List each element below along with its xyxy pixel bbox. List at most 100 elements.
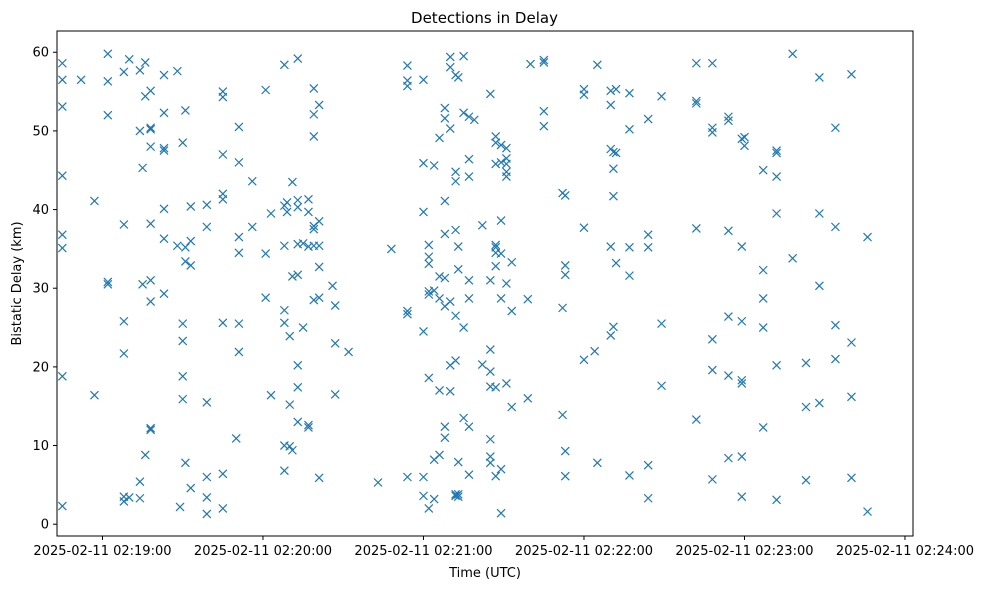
x-marker-shape (477, 360, 487, 369)
y-tick-label: 50 (32, 124, 49, 139)
x-marker-shape (429, 161, 439, 170)
x-axis-label: Time (UTC) (448, 566, 521, 581)
x-marker-shape (657, 319, 666, 329)
x-marker-shape (279, 466, 289, 476)
x-marker-shape (159, 70, 169, 80)
x-marker-shape (146, 219, 156, 229)
x-marker-shape (459, 108, 469, 118)
x-marker-shape (707, 128, 717, 137)
x-marker-shape (590, 346, 600, 356)
x-marker-shape (90, 390, 99, 400)
x-marker-shape (501, 172, 511, 181)
x-marker-shape (608, 147, 618, 157)
data-point-marker (611, 84, 621, 94)
data-point-marker (625, 271, 634, 281)
data-point-marker (285, 400, 295, 410)
x-marker-shape (469, 115, 479, 125)
x-marker-shape (279, 305, 289, 315)
data-point-marker (146, 297, 156, 307)
data-point-marker (328, 281, 337, 291)
x-marker-shape (523, 294, 533, 304)
data-point-marker (57, 102, 67, 111)
data-point-marker (282, 198, 292, 207)
data-point-marker (314, 100, 324, 110)
data-point-marker (579, 90, 589, 100)
x-marker-shape (724, 371, 733, 380)
x-marker-shape (135, 493, 145, 503)
x-marker-shape (707, 334, 717, 344)
data-point-marker (451, 356, 460, 366)
data-point-marker (309, 224, 319, 234)
x-marker-shape (279, 60, 289, 70)
x-marker-shape (314, 473, 324, 483)
data-point-marker (737, 492, 747, 502)
data-point-marker (831, 123, 840, 133)
data-point-marker (218, 469, 228, 479)
x-marker-shape (491, 261, 501, 271)
data-point-marker (608, 164, 618, 174)
data-point-marker (707, 128, 717, 137)
x-marker-shape (691, 224, 701, 233)
data-point-marker (435, 133, 444, 143)
x-marker-shape (373, 478, 383, 487)
data-point-marker (218, 150, 228, 159)
x-marker-shape (304, 420, 313, 430)
x-marker-shape (103, 76, 113, 86)
x-marker-shape (464, 172, 474, 181)
data-point-marker (440, 113, 450, 123)
data-point-marker (103, 279, 113, 289)
x-marker-shape (440, 103, 450, 113)
data-point-marker (643, 493, 653, 503)
data-point-marker (831, 320, 840, 330)
x-marker-shape (293, 270, 303, 280)
x-marker-shape (261, 293, 271, 303)
x-marker-shape (606, 330, 616, 340)
data-point-marker (386, 244, 396, 254)
data-point-marker (159, 204, 169, 214)
x-marker-shape (314, 241, 324, 251)
x-marker-shape (146, 425, 156, 435)
x-marker-shape (218, 194, 228, 204)
x-marker-shape (287, 271, 297, 281)
data-point-marker (814, 209, 824, 218)
x-marker-shape (159, 146, 169, 155)
x-marker-shape (419, 75, 428, 85)
x-marker-shape (403, 309, 412, 319)
x-marker-shape (429, 286, 439, 296)
data-point-marker (758, 165, 768, 175)
x-marker-shape (625, 471, 634, 480)
data-point-marker (261, 249, 271, 259)
data-point-marker (435, 450, 444, 460)
data-point-marker (424, 259, 434, 269)
x-marker-shape (287, 445, 297, 455)
x-marker-shape (419, 491, 428, 501)
x-marker-shape (234, 248, 244, 258)
data-point-marker (801, 402, 811, 412)
x-tick-label: 2025-02-11 02:20:00 (194, 544, 332, 559)
data-point-marker (178, 319, 188, 329)
x-marker-shape (724, 453, 733, 463)
data-point-marker (403, 472, 412, 482)
x-marker-shape (146, 124, 156, 134)
data-point-marker (103, 110, 113, 120)
x-marker-shape (451, 225, 460, 235)
data-point-marker (801, 475, 811, 485)
data-point-marker (293, 195, 303, 205)
y-tick-label: 40 (32, 203, 49, 218)
data-point-marker (146, 275, 156, 285)
x-marker-shape (496, 157, 506, 167)
data-point-marker (740, 141, 749, 151)
data-point-marker (772, 146, 781, 155)
data-point-marker (464, 470, 474, 480)
x-marker-shape (451, 311, 460, 321)
x-marker-shape (737, 452, 747, 461)
x-marker-shape (501, 159, 511, 169)
x-marker-shape (172, 241, 182, 251)
data-point-marker (57, 371, 67, 381)
data-point-marker (247, 222, 257, 232)
x-marker-shape (558, 410, 567, 420)
x-marker-shape (419, 327, 428, 336)
x-marker-shape (691, 58, 701, 68)
x-marker-shape (737, 492, 747, 502)
data-point-marker (282, 207, 292, 217)
